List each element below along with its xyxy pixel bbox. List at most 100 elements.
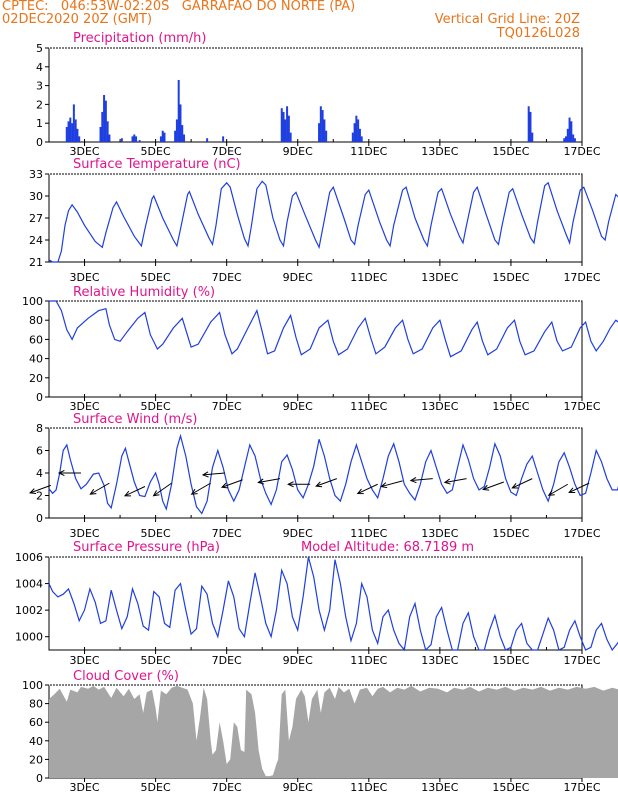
x-tick-label: 3DEC (69, 781, 99, 794)
wind-arrow (57, 469, 81, 477)
wind-arrow-head (287, 481, 294, 488)
y-tick-label: 2 (36, 98, 43, 111)
precip-bar (104, 100, 107, 142)
wind-arrow (315, 478, 337, 488)
wind-arrow (190, 482, 211, 495)
precip-bar (177, 79, 180, 142)
x-tick-label: 15DEC (492, 145, 529, 158)
precip-bar (573, 138, 576, 142)
x-tick-label: 17DEC (563, 271, 600, 284)
header-station: CPTEC: 046:53W-02:20S GARRAFAO DO NORTE … (2, 0, 356, 14)
x-tick-label: 15DEC (492, 654, 529, 667)
y-tick-label: 1000 (15, 631, 43, 644)
wind-arrow-head (380, 482, 388, 489)
precip-bar (161, 130, 164, 142)
wind-arrow-shaft (548, 483, 569, 496)
wind-arrow (29, 484, 51, 495)
y-tick-label: 80 (29, 698, 43, 711)
wind-arrow-head (568, 487, 576, 494)
x-tick-label: 9DEC (283, 654, 313, 667)
wind-arrow-shaft (153, 482, 172, 497)
x-tick-label: 15DEC (492, 527, 529, 540)
wind-arrow-shaft (124, 486, 146, 497)
precip-bar (572, 134, 575, 142)
series-line (48, 433, 618, 515)
precip-bar (353, 123, 356, 142)
y-tick-label: 21 (29, 256, 43, 269)
y-tick-label: 8 (36, 422, 43, 435)
wind-arrow-head (547, 490, 555, 496)
panel-frame (48, 300, 583, 398)
x-tick-label: 17DEC (563, 654, 600, 667)
precip-bar (282, 111, 285, 142)
precip-bar (531, 132, 534, 142)
y-tick-label: 80 (29, 314, 43, 327)
y-tick-label: 6 (36, 445, 43, 458)
precip-bar (565, 136, 568, 142)
wind-arrow-shaft (444, 478, 467, 483)
wind-arrow-head (257, 478, 265, 485)
x-tick-label: 17DEC (563, 781, 600, 794)
wind-arrow (482, 481, 504, 491)
series-line (48, 556, 618, 652)
wind-arrow-shaft (410, 478, 433, 482)
precip-bar (287, 115, 290, 142)
precip-bar (74, 119, 77, 142)
precip-bar (131, 136, 134, 142)
precip-bar (103, 95, 106, 142)
x-tick-label: 11DEC (350, 781, 387, 794)
x-tick-label: 17DEC (563, 527, 600, 540)
precip-bar (323, 119, 326, 142)
precip-bar (138, 140, 141, 142)
x-tick-label: 7DEC (212, 271, 242, 284)
wind-arrow (89, 482, 110, 495)
wind-arrow (220, 479, 243, 489)
y-tick-label: 40 (29, 353, 43, 366)
panel-title: Cloud Cover (%) (73, 669, 179, 684)
y-tick-label: 2 (36, 490, 43, 503)
precip-bar (99, 126, 102, 142)
header-grid-note: Vertical Grid Line: 20Z (434, 12, 580, 27)
series-line (48, 180, 618, 263)
y-tick-label: 3 (36, 80, 43, 93)
wind-arrow-shaft (191, 482, 211, 495)
x-tick-label: 13DEC (421, 271, 458, 284)
y-tick-label: 5 (36, 42, 43, 55)
wind-arrow-shaft (568, 482, 590, 493)
x-tick-label: 3DEC (69, 400, 99, 413)
x-tick-label: 9DEC (283, 271, 313, 284)
wind-arrow-head (356, 488, 364, 495)
wind-arrow (511, 478, 533, 489)
wind-arrow (287, 481, 311, 488)
precip-bar (222, 136, 225, 142)
x-tick-label: 15DEC (492, 781, 529, 794)
wind-arrow (380, 480, 403, 489)
precip-bar (71, 123, 74, 142)
precip-bar (360, 136, 363, 142)
wind-arrow (568, 482, 590, 494)
precip-bar (527, 106, 530, 142)
precip-bar (174, 130, 177, 142)
precip-bar (108, 134, 111, 142)
panel-1: Precipitation (mm/h) 0 1 2 3 4 5 3DEC 5DEC 7DEC 9D… (36, 31, 601, 158)
series-line (49, 300, 618, 358)
panel-title: Precipitation (mm/h) (73, 31, 206, 46)
panel-title: Surface Pressure (hPa) (73, 540, 220, 555)
precip-bar (183, 134, 186, 142)
x-tick-label: 7DEC (212, 527, 242, 540)
wind-arrow (152, 482, 172, 497)
wind-arrow-head (443, 478, 451, 485)
wind-arrow (123, 486, 146, 497)
panel-frame (48, 173, 583, 263)
wind-arrow-head (190, 488, 198, 495)
y-tick-label: 40 (29, 735, 43, 748)
wind-arrow-head (409, 477, 417, 484)
wind-arrow-shaft (29, 484, 51, 494)
wind-arrow-head (152, 490, 160, 497)
precip-bar (120, 138, 123, 142)
precip-bar (76, 128, 79, 142)
y-tick-label: 100 (22, 679, 43, 692)
precip-bar (357, 119, 360, 142)
wind-arrow-head (123, 490, 132, 497)
x-tick-label: 13DEC (421, 781, 458, 794)
